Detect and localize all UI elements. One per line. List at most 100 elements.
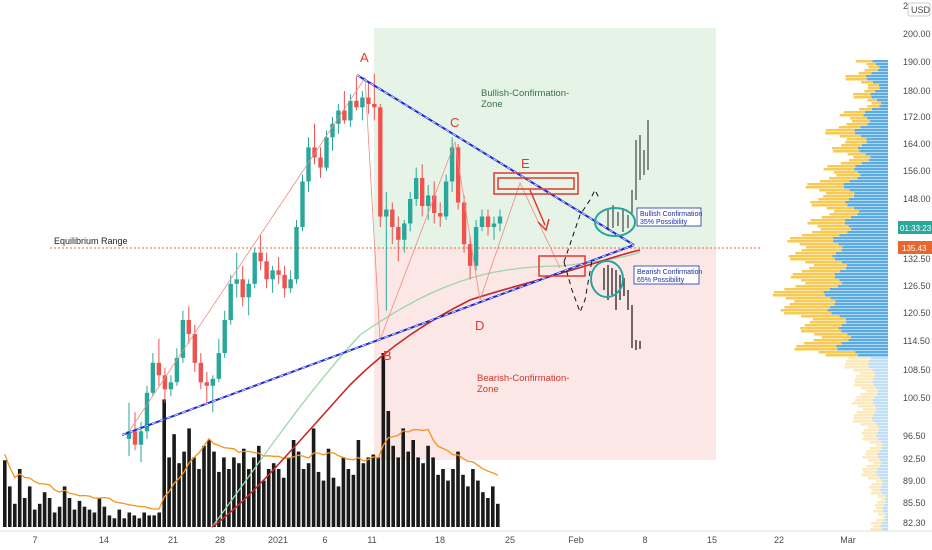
volume-bar	[321, 480, 326, 527]
candle-body	[384, 209, 389, 217]
candle	[240, 265, 245, 307]
candle-body	[126, 431, 132, 439]
volume-bar	[262, 480, 266, 527]
candle-body	[497, 216, 503, 224]
profile-bar-blue	[878, 426, 888, 429]
volume-bar	[381, 353, 386, 527]
profile-bar-blue	[841, 330, 888, 333]
price-tick-label: 82.30	[903, 518, 926, 528]
volume-bar	[326, 448, 331, 527]
candle-body	[168, 382, 174, 390]
box-e-inner	[497, 177, 575, 190]
candle-body	[180, 320, 186, 358]
candle	[234, 252, 239, 298]
triangle-upper-dash	[356, 74, 635, 246]
profile-bar-blue	[834, 303, 888, 306]
profile-bar-blue	[881, 102, 888, 105]
profile-bar-blue	[875, 411, 888, 414]
profile-bar-orange	[874, 504, 884, 507]
profile-bar-orange	[812, 318, 846, 321]
projection-down-dash	[563, 259, 593, 314]
bullish-zone-label-2: Zone	[481, 99, 503, 110]
volume-profile	[772, 60, 888, 531]
profile-bar-blue	[881, 528, 888, 531]
profile-bar-orange	[827, 165, 856, 168]
volume-bar	[291, 440, 296, 527]
profile-bar-blue	[823, 291, 888, 294]
profile-bar-orange	[790, 276, 835, 279]
profile-bar-blue	[847, 204, 888, 207]
profile-bar-orange	[868, 486, 881, 489]
candle-body	[467, 244, 473, 266]
volume-bar	[396, 457, 400, 527]
candle-body	[294, 227, 299, 280]
volume-bar	[271, 463, 276, 527]
price-tick-label: 172.00	[903, 112, 931, 122]
profile-bar-blue	[881, 447, 888, 450]
volume-bar	[137, 518, 142, 527]
candle-body	[162, 375, 168, 390]
volume-bar	[471, 469, 475, 527]
profile-bar-orange	[819, 189, 850, 192]
profile-bar-orange	[870, 528, 882, 531]
candle	[186, 306, 191, 344]
candle-body	[330, 123, 335, 138]
candle-body	[264, 261, 269, 280]
volume-bar	[391, 445, 395, 527]
candle	[270, 265, 275, 293]
volume-bar	[222, 457, 226, 527]
profile-bar-blue	[866, 138, 888, 141]
profile-bar-orange	[871, 522, 882, 525]
price-tick-label: 200.00	[903, 29, 931, 39]
profile-bar-orange	[820, 228, 851, 231]
profile-bar-blue	[839, 315, 888, 318]
candles	[126, 73, 503, 463]
volume-bar	[441, 469, 445, 527]
profile-bar-orange	[856, 396, 875, 399]
price-tick-top: 2	[903, 1, 908, 11]
candle	[174, 348, 180, 386]
candle-body	[150, 362, 156, 393]
candle-body	[396, 227, 401, 240]
profile-bar-blue	[827, 309, 888, 312]
candle-body	[479, 216, 485, 227]
candle-body	[138, 431, 144, 445]
candle-body	[228, 283, 233, 321]
profile-bar-orange	[876, 507, 883, 510]
volume-bar	[52, 512, 57, 527]
profile-bar-blue	[854, 129, 888, 132]
candle-body	[174, 357, 180, 383]
candle	[360, 91, 365, 121]
volume-bar	[281, 477, 286, 527]
profile-bar-blue	[880, 486, 888, 489]
profile-bar-blue	[885, 495, 888, 498]
profile-bar-orange	[784, 288, 830, 291]
bearish-zone-label-1: Bearish-Confirmation-	[477, 373, 569, 384]
volume-bar	[476, 480, 480, 527]
volume-bar	[371, 454, 376, 527]
profile-bar-blue	[854, 168, 888, 171]
volume-bar	[257, 445, 261, 527]
candle-body	[420, 178, 425, 206]
candle-body	[324, 137, 329, 168]
candle-body	[426, 195, 431, 206]
profile-bar-orange	[794, 348, 838, 351]
volume-bar	[17, 469, 22, 527]
candle-body	[210, 378, 215, 386]
volume-bar	[351, 474, 356, 527]
volume-bar	[421, 463, 425, 527]
profile-bar-orange	[859, 108, 872, 111]
profile-bar-blue	[861, 162, 888, 165]
time-tick-label: 6	[322, 535, 327, 545]
volume-bar	[67, 498, 72, 527]
profile-bar-orange	[818, 351, 856, 354]
candle	[228, 274, 233, 325]
candle	[168, 375, 174, 397]
candle	[144, 385, 150, 439]
profile-bar-orange	[858, 72, 872, 75]
volume-bar	[27, 486, 32, 527]
profile-bar-blue	[830, 297, 888, 300]
candle	[216, 338, 221, 383]
volume-bar	[366, 457, 371, 527]
